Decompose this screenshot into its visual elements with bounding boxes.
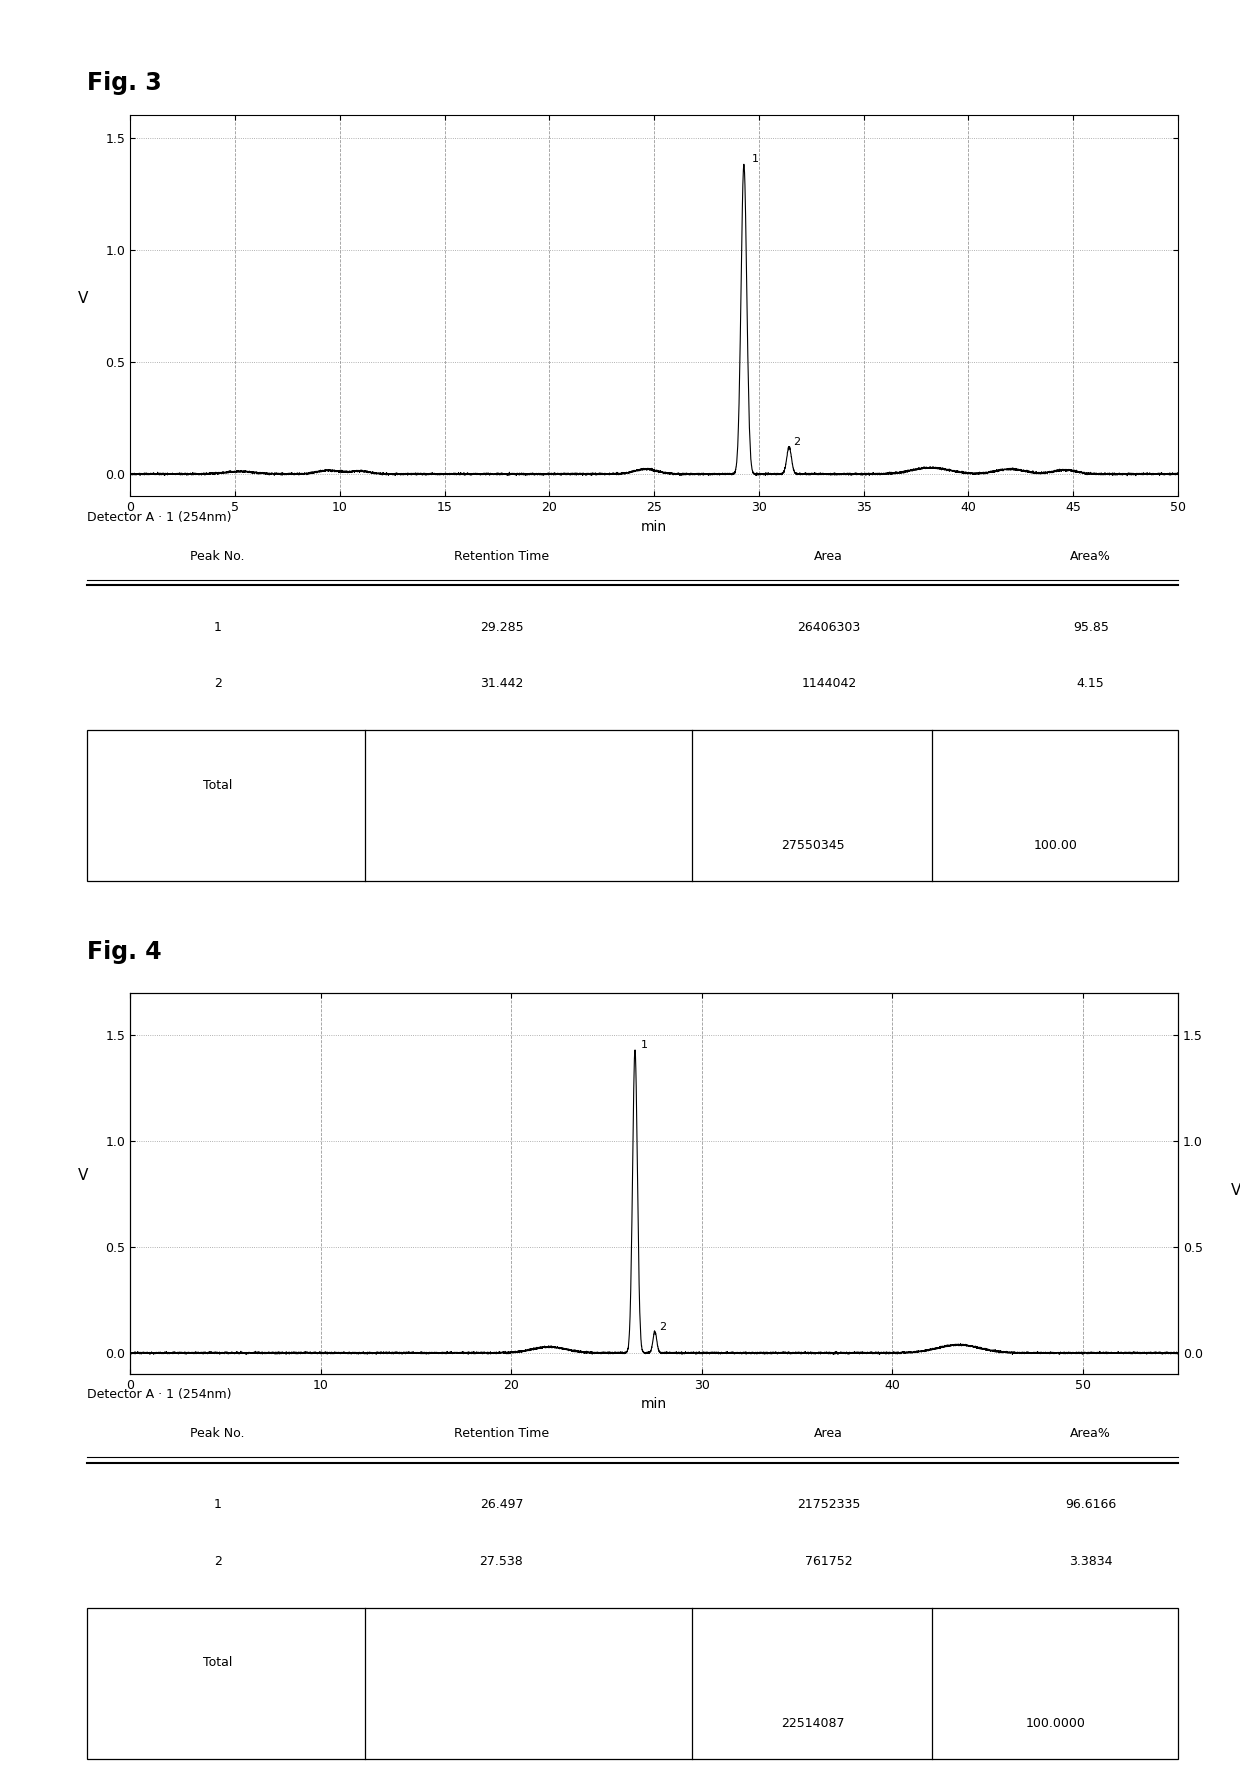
Text: 4.15: 4.15 xyxy=(1076,677,1105,690)
Text: 96.6166: 96.6166 xyxy=(1065,1498,1116,1511)
Text: Area%: Area% xyxy=(1070,550,1111,562)
Y-axis label: V: V xyxy=(78,1168,88,1184)
Y-axis label: V: V xyxy=(1230,1183,1240,1199)
Text: 26.497: 26.497 xyxy=(480,1498,523,1511)
Text: 26406303: 26406303 xyxy=(797,621,861,633)
Text: 3.3834: 3.3834 xyxy=(1069,1555,1112,1567)
Text: 21752335: 21752335 xyxy=(797,1498,861,1511)
Text: 29.285: 29.285 xyxy=(480,621,523,633)
Text: Total: Total xyxy=(203,1656,232,1670)
Text: Peak No.: Peak No. xyxy=(191,1427,246,1440)
Text: Total: Total xyxy=(203,778,232,793)
Text: 2: 2 xyxy=(794,436,800,447)
Text: 2: 2 xyxy=(213,677,222,690)
Text: Fig. 4: Fig. 4 xyxy=(87,940,161,965)
Text: 100.00: 100.00 xyxy=(1034,839,1078,853)
Text: 1: 1 xyxy=(213,1498,222,1511)
Text: 1: 1 xyxy=(641,1041,647,1050)
Text: 31.442: 31.442 xyxy=(480,677,523,690)
Y-axis label: V: V xyxy=(78,291,88,305)
Text: 761752: 761752 xyxy=(805,1555,853,1567)
X-axis label: min: min xyxy=(641,1397,667,1411)
Text: 95.85: 95.85 xyxy=(1073,621,1109,633)
Text: 27550345: 27550345 xyxy=(781,839,844,853)
Text: Area%: Area% xyxy=(1070,1427,1111,1440)
Text: Fig. 3: Fig. 3 xyxy=(87,71,161,96)
Text: 1144042: 1144042 xyxy=(801,677,857,690)
Text: 22514087: 22514087 xyxy=(781,1716,844,1730)
Text: 2: 2 xyxy=(213,1555,222,1567)
Text: Area: Area xyxy=(815,1427,843,1440)
Text: Detector A · 1 (254nm): Detector A · 1 (254nm) xyxy=(87,511,232,523)
Text: Retention Time: Retention Time xyxy=(454,550,549,562)
Text: Detector A · 1 (254nm): Detector A · 1 (254nm) xyxy=(87,1388,232,1401)
Text: Peak No.: Peak No. xyxy=(191,550,246,562)
X-axis label: min: min xyxy=(641,519,667,534)
Text: 1: 1 xyxy=(213,621,222,633)
Text: 1: 1 xyxy=(753,154,759,165)
Text: 100.0000: 100.0000 xyxy=(1025,1716,1086,1730)
Text: Area: Area xyxy=(815,550,843,562)
Text: 27.538: 27.538 xyxy=(480,1555,523,1567)
Text: Retention Time: Retention Time xyxy=(454,1427,549,1440)
Text: 2: 2 xyxy=(658,1321,666,1332)
